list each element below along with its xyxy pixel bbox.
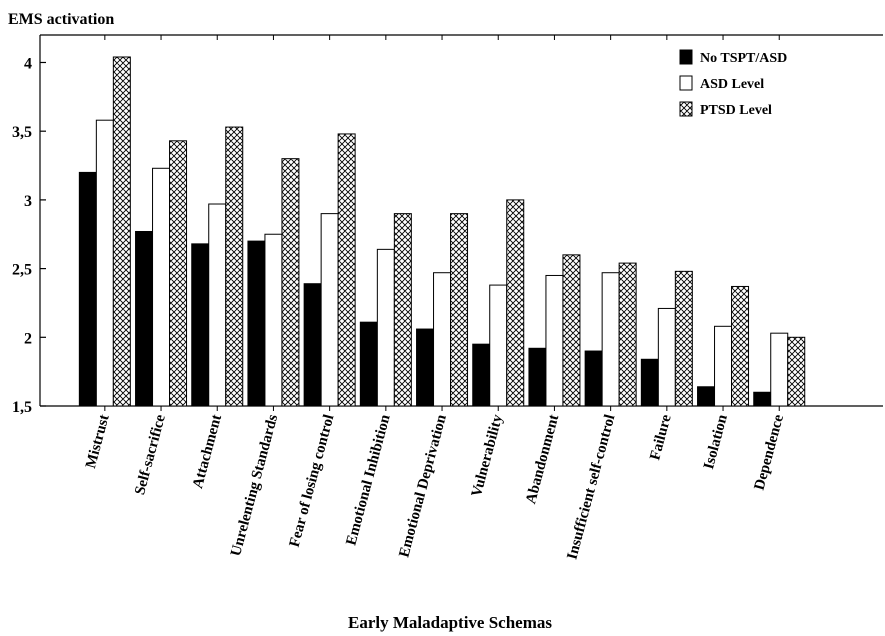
bar-2-10 <box>674 270 693 407</box>
category-label: Abandonment <box>523 413 562 506</box>
bar-1-1 <box>152 167 171 407</box>
bar-1-6 <box>433 272 452 407</box>
bar-2-2 <box>225 126 244 407</box>
bar-2-6 <box>450 213 469 407</box>
bar-2-7 <box>506 199 525 407</box>
y-tick-label: 4 <box>24 55 32 72</box>
category-labels: Mistrust Self-sacrifice Attachment Unrelent… <box>83 412 787 561</box>
bar-1-7 <box>489 284 508 407</box>
category-label: Insufficient self-control <box>564 413 618 561</box>
y-tick-label: 3,5 <box>12 124 32 141</box>
legend: No TSPT/ASD ASD Level PTSD Level <box>679 49 787 118</box>
y-tick-label: 1,5 <box>12 399 32 416</box>
category-label: Failure <box>647 413 675 462</box>
bar-0-2 <box>191 243 210 407</box>
legend-label-1: ASD Level <box>700 77 764 92</box>
legend-swatch-2 <box>679 101 693 117</box>
bar-0-3 <box>247 240 266 407</box>
bar-0-8 <box>528 347 547 407</box>
category-label: Emotional Inhibition <box>343 412 393 547</box>
bar-1-12 <box>770 332 789 407</box>
bar-0-11 <box>697 386 716 407</box>
bar-1-3 <box>264 233 283 407</box>
bar-0-0 <box>78 171 97 407</box>
bar-0-10 <box>640 358 659 407</box>
y-ticks: 1,5 2 2,5 3 3,5 4 <box>12 55 46 416</box>
legend-label-0: No TSPT/ASD <box>700 51 787 66</box>
bar-2-4 <box>337 133 356 407</box>
bar-1-9 <box>601 272 620 407</box>
bar-2-0 <box>112 56 131 407</box>
bar-0-9 <box>584 350 603 407</box>
bar-1-4 <box>320 213 339 407</box>
bar-0-6 <box>416 328 435 407</box>
bar-2-9 <box>618 262 637 407</box>
y-axis-label: EMS activation <box>8 11 114 28</box>
legend-swatch-0 <box>679 49 693 65</box>
x-axis-label: Early Maladaptive Schemas <box>348 613 552 632</box>
y-tick-label: 3 <box>24 193 32 210</box>
bar-2-5 <box>393 213 412 407</box>
bar-0-7 <box>472 343 491 407</box>
bar-0-1 <box>135 230 154 407</box>
bar-2-11 <box>731 285 750 407</box>
bar-0-4 <box>303 283 322 407</box>
category-label: Isolation <box>701 412 731 471</box>
bar-1-8 <box>545 274 564 407</box>
bar-2-1 <box>169 140 188 407</box>
bar-1-11 <box>714 325 733 407</box>
bar-0-12 <box>753 391 772 407</box>
bar-2-8 <box>562 254 581 407</box>
bar-1-5 <box>376 248 395 407</box>
category-label: Attachment <box>190 413 225 490</box>
bar-0-5 <box>359 321 378 407</box>
legend-swatch-1 <box>679 75 693 91</box>
category-label: Dependence <box>752 413 788 492</box>
category-label: Vulnerability <box>469 412 506 498</box>
legend-label-2: PTSD Level <box>700 103 772 118</box>
category-label: Fear of losing control <box>287 413 338 549</box>
bar-1-2 <box>208 203 227 407</box>
bar-2-3 <box>281 158 300 407</box>
bar-1-10 <box>657 307 676 407</box>
bars <box>78 56 806 407</box>
category-label: Emotional Deprivation <box>396 412 450 559</box>
bar-1-0 <box>95 119 114 407</box>
category-label: Self-sacrifice <box>132 413 169 497</box>
category-label: Unrelenting Standards <box>228 413 281 558</box>
y-tick-label: 2,5 <box>12 262 32 279</box>
category-label: Mistrust <box>83 413 113 470</box>
y-tick-label: 2 <box>24 330 32 347</box>
bar-2-12 <box>787 336 806 407</box>
